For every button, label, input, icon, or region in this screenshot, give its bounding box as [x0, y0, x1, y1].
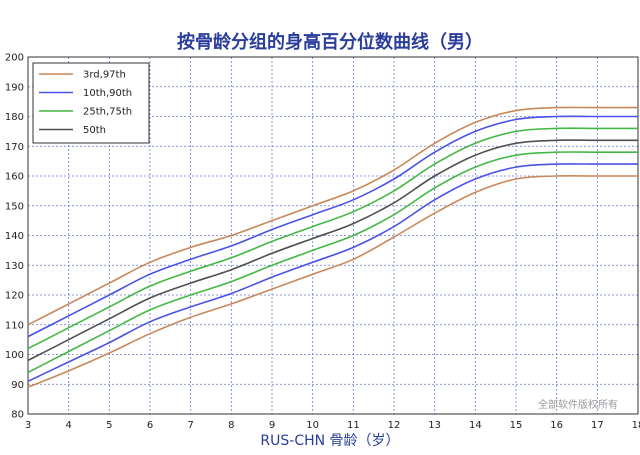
y-tick-label: 140 [5, 231, 24, 242]
x-tick-label: 11 [347, 420, 360, 431]
series-line-7 [27, 174, 638, 388]
x-tick-label: 7 [187, 420, 193, 431]
legend-label: 10th,90th [83, 88, 132, 99]
x-axis-label: RUS-CHN 骨龄（岁） [260, 433, 399, 449]
x-tick-label: 15 [510, 420, 523, 431]
y-tick-label: 150 [5, 201, 24, 212]
x-tick-label: 18 [632, 420, 640, 431]
y-tick-labels: 80 90 100 110 120 130 140 150 160 170 180 190 200 [5, 53, 24, 421]
x-tick-label: 8 [228, 420, 234, 431]
series-layer [27, 106, 638, 388]
chart-title: 按骨龄分组的身高百分位数曲线（男） [177, 31, 483, 53]
series-line-5 [27, 151, 638, 374]
x-tick-label: 16 [550, 420, 563, 431]
series-line-3 [27, 127, 638, 350]
x-tick-label: 9 [269, 420, 275, 431]
x-tick-label: 6 [147, 420, 153, 431]
series-line-6 [27, 163, 638, 383]
legend: 3rd,97th 10th,90th 25th,75th 50th [32, 62, 150, 144]
y-tick-label: 160 [5, 172, 24, 183]
series-line-1 [27, 106, 638, 326]
x-tick-label: 10 [306, 420, 319, 431]
x-tick-label: 12 [388, 420, 401, 431]
y-tick-label: 190 [5, 82, 24, 93]
x-tick-label: 13 [428, 420, 441, 431]
series-line-4 [27, 139, 638, 362]
x-tick-label: 5 [106, 420, 112, 431]
y-tick-label: 110 [5, 320, 24, 331]
plot-frame [27, 56, 639, 415]
x-tick-label: 17 [591, 420, 604, 431]
x-tick-label: 3 [25, 420, 31, 431]
legend-label: 3rd,97th [83, 70, 126, 81]
y-tick-label: 90 [11, 380, 24, 391]
y-tick-label: 170 [5, 142, 24, 153]
legend-label: 50th [83, 125, 106, 136]
series-line-2 [27, 115, 638, 338]
y-tick-label: 120 [5, 291, 24, 302]
y-tick-label: 100 [5, 350, 24, 361]
y-tick-label: 130 [5, 261, 24, 272]
watermark-text: 全部软件版权所有 [538, 398, 618, 411]
y-tick-label: 80 [11, 410, 24, 421]
legend-label: 25th,75th [83, 107, 132, 118]
x-tick-label: 4 [65, 420, 71, 431]
x-tick-label: 14 [469, 420, 482, 431]
y-tick-label: 180 [5, 112, 24, 123]
x-tick-labels: 3 4 5 6 7 8 9 10 11 12 13 14 15 16 17 18 [25, 420, 640, 431]
y-tick-label: 200 [5, 53, 24, 64]
